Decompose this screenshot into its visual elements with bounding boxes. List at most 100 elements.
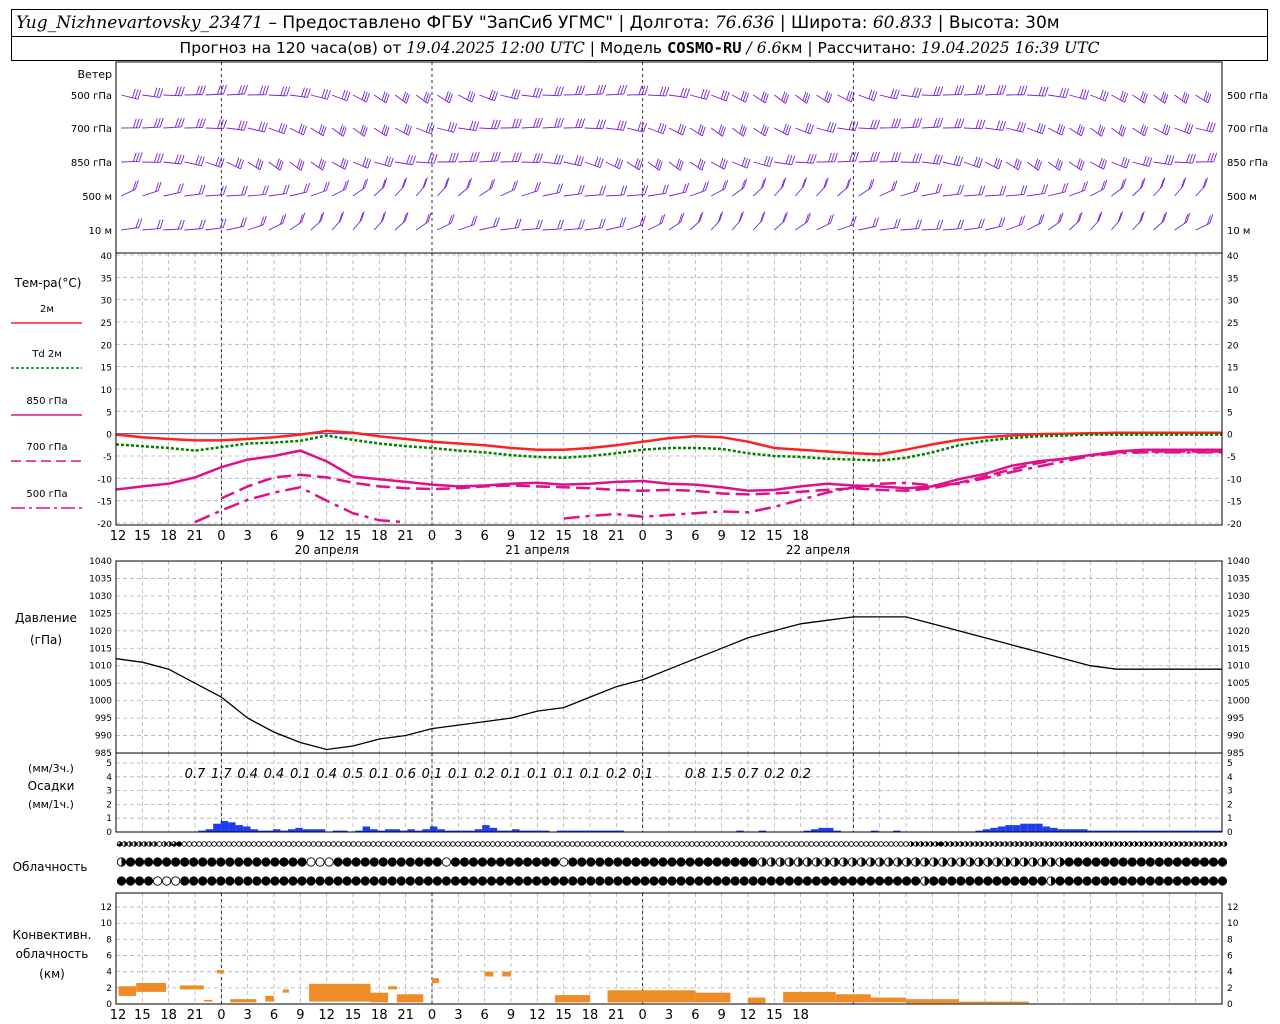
conv-title: облачность <box>16 947 89 961</box>
wind-barb-flag <box>361 90 366 100</box>
precip-bar <box>818 827 826 832</box>
cloud-symbol <box>1037 876 1047 886</box>
cloud-symbol-fill <box>1030 841 1033 847</box>
cloud-symbol <box>679 841 685 847</box>
wind-barb-flag <box>448 93 453 104</box>
wind-barb-flag <box>641 185 646 195</box>
cloud-symbol <box>455 841 461 847</box>
cloud-symbol <box>485 841 491 847</box>
cloud-symbol-fill <box>771 857 776 867</box>
cloud-symbol <box>595 857 605 867</box>
wind-barb-flag <box>138 118 143 128</box>
conv-cloud-bar <box>607 990 696 1003</box>
wind-barb-flag <box>660 123 665 133</box>
wind-barb-flag <box>444 91 449 101</box>
cloud-symbol <box>495 857 506 867</box>
wind-barb-flag <box>870 178 875 189</box>
wind-barb-flag <box>1104 91 1109 102</box>
wind-barb-flag <box>340 125 345 136</box>
wind-barb-flag <box>326 90 331 100</box>
wind-barb-flag <box>978 218 982 229</box>
wind-barb-flag <box>223 119 227 129</box>
wind-barb-flag <box>403 213 407 223</box>
wind-barb-flag <box>743 127 747 137</box>
wind-barb-flag <box>913 182 918 192</box>
temp-tick-left: 5 <box>106 408 112 418</box>
wind-barb-flag <box>1161 177 1166 187</box>
wind-barb-flag <box>1122 91 1126 102</box>
cloud-symbol <box>721 857 731 867</box>
cloud-symbol <box>315 857 325 867</box>
wind-barb-flag <box>409 155 414 165</box>
precip-bar <box>444 830 453 832</box>
cloud-symbol-fill <box>987 857 992 867</box>
pres-tick-right: 995 <box>1227 714 1244 724</box>
conv-tick-left: 8 <box>106 935 112 945</box>
precip-bar <box>1162 830 1170 832</box>
temp-tick-left: 40 <box>101 252 113 262</box>
wind-barb-flag <box>342 159 347 169</box>
wind-barb-flag <box>700 88 705 99</box>
cloud-symbol <box>793 876 803 886</box>
wind-barb <box>542 228 561 231</box>
wind-barb-flag <box>701 160 706 171</box>
wind-barb-flag <box>739 211 744 221</box>
wind-barb-flag <box>285 184 290 194</box>
wind-barb <box>795 161 814 164</box>
wind-barb-flag <box>536 118 540 128</box>
cloud-symbol <box>523 857 533 867</box>
pres-tick-right: 1040 <box>1227 557 1250 567</box>
wind-barb-flag <box>425 214 430 224</box>
wind-barb-flag <box>340 157 345 168</box>
wind-barb-flag <box>262 85 267 95</box>
wind-barb-flag <box>875 217 879 227</box>
cloud-symbol <box>739 857 749 867</box>
cloud-symbol <box>295 841 302 847</box>
wind-barb-flag <box>975 119 980 129</box>
cloud-symbol <box>514 841 521 847</box>
precip-bar <box>1057 829 1066 832</box>
cloud-symbol <box>477 857 488 867</box>
cloud-symbol <box>156 841 163 847</box>
precip-3h-value: 0.4 <box>237 767 258 782</box>
wind-barb-flag <box>638 85 643 95</box>
cloud-symbol-fill <box>951 857 956 867</box>
cloud-symbol <box>490 841 496 847</box>
wind-barb-flag <box>453 123 458 133</box>
hour-tick-bottom: 12 <box>318 1008 335 1023</box>
cloud-symbol <box>743 841 750 847</box>
cloud-symbol-fill <box>789 857 794 867</box>
cloud-symbol <box>541 857 551 867</box>
cloud-symbol <box>351 876 361 886</box>
pres-tick-left: 1030 <box>89 592 112 602</box>
wind-barb <box>668 161 681 171</box>
wind-barb-flag <box>222 218 227 228</box>
temp-tick-left: -10 <box>97 475 112 485</box>
wind-barb-flag <box>489 180 493 190</box>
wind-barb-flag <box>697 158 702 168</box>
hour-tick-top: 3 <box>244 529 252 544</box>
wind-barb-flag <box>936 118 941 128</box>
precip-bar <box>295 827 303 832</box>
cloud-symbol <box>699 841 705 847</box>
wind-barb-flag <box>1036 122 1041 133</box>
wind-barb-flag <box>981 185 986 195</box>
wind-barb <box>1027 192 1045 197</box>
wind-barb-flag <box>1019 122 1024 132</box>
wind-barb-flag <box>639 216 644 226</box>
wind-barb-flag <box>196 118 200 128</box>
cloud-symbol <box>868 841 874 847</box>
wind-barb-flag <box>342 127 347 137</box>
precip-bar <box>601 830 610 832</box>
wind-barb-flag <box>344 160 349 170</box>
wind-barb-flag <box>594 156 599 166</box>
cloud-symbol-fill <box>1060 841 1063 847</box>
wind-barb-flag <box>717 212 722 223</box>
cloud-symbol-fill <box>1164 841 1168 847</box>
cloud-symbol-fill <box>139 841 142 847</box>
cloud-symbol <box>604 841 611 847</box>
wind-barb-flag <box>1180 178 1185 189</box>
wind-barb-flag <box>981 119 986 129</box>
wind-barb-flag <box>514 218 519 229</box>
cloud-symbol <box>324 876 334 886</box>
